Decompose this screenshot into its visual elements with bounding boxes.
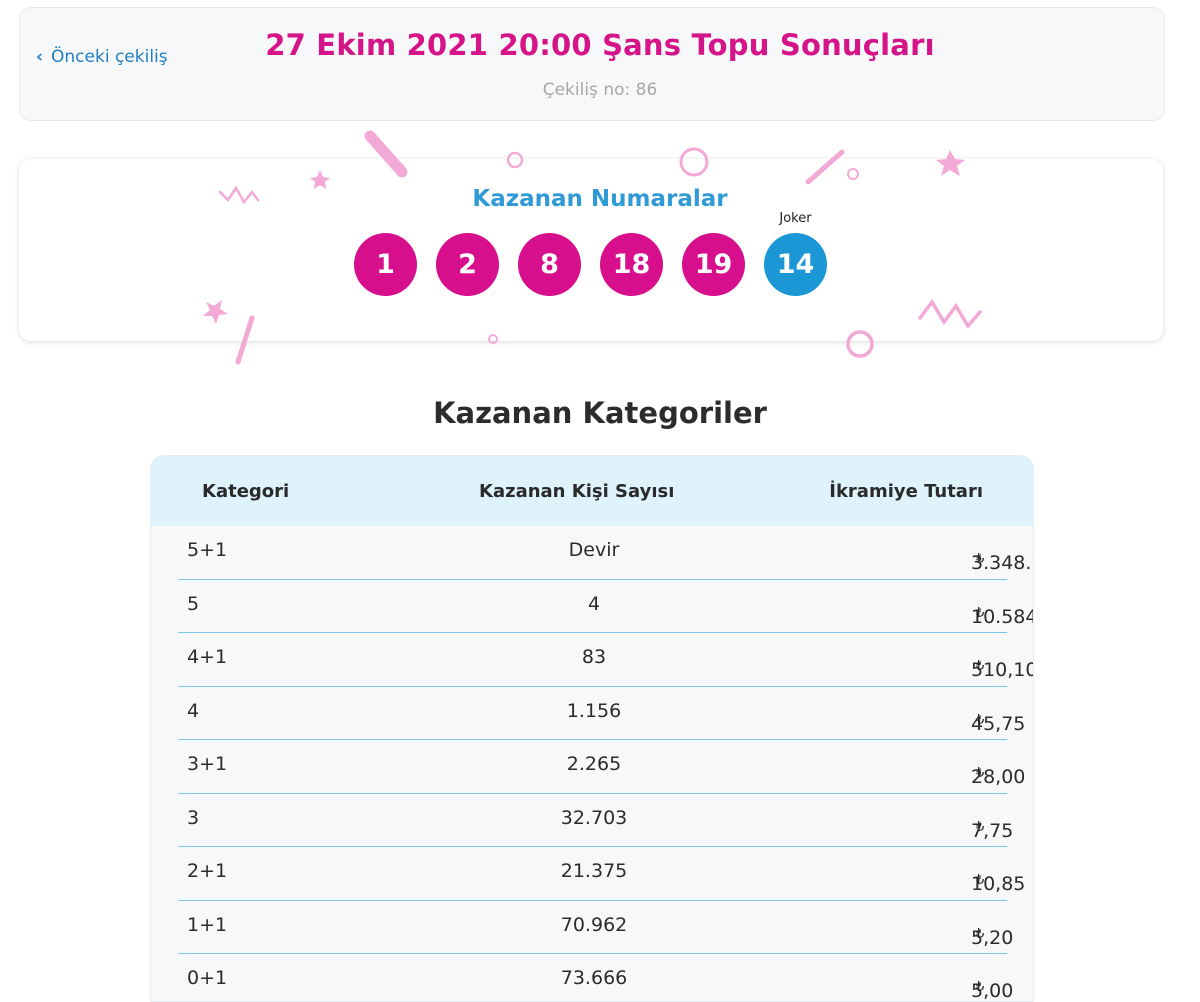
prize-value: 5,00 — [971, 980, 1014, 1002]
row-category: 1+1 — [187, 913, 228, 936]
row-category: 5 — [187, 592, 200, 615]
table-header: Kategori Kazanan Kişi Sayısı İkramiye Tu… — [151, 456, 1033, 526]
row-winners: 4 — [587, 592, 601, 615]
table-row: 5+1 Devir 3.348.735,24₺ — [178, 526, 1033, 580]
lira-sign: ₺ — [976, 766, 985, 781]
prize-value: 10.584,75 — [971, 605, 1033, 628]
row-winners: Devir — [568, 539, 620, 561]
row-winners: 70.962 — [560, 913, 628, 936]
prize-value: 45,75 — [971, 712, 1026, 735]
table-body: 5+1 Devir 3.348.735,24₺ 5 4 10.584,75₺ 4… — [178, 526, 1033, 1001]
prize-value: 3.348.735,24 — [971, 552, 1033, 574]
column-header-prize: İkramiye Tutarı — [829, 481, 983, 502]
prize-value: 10,85 — [971, 873, 1026, 895]
prize-value: 28,00 — [971, 766, 1026, 788]
row-winners: 2.265 — [566, 753, 622, 775]
lira-sign: ₺ — [976, 980, 985, 995]
row-category: 2+1 — [187, 860, 228, 882]
row-category: 4+1 — [187, 646, 228, 668]
lira-sign: ₺ — [976, 659, 985, 674]
number-ball: 1 — [354, 233, 417, 296]
row-category: 5+1 — [187, 539, 228, 561]
table-row: 5 4 10.584,75₺ — [178, 580, 1033, 633]
table-row: 4+1 83 510,10 ₺ — [178, 633, 1033, 687]
draw-number: Çekiliş no: 86 — [542, 80, 658, 100]
prize-value: 510,10 — [971, 659, 1034, 681]
winning-numbers-heading: Kazanan Numaralar — [472, 186, 728, 212]
row-category: 0+1 — [187, 967, 228, 989]
categories-heading: Kazanan Kategoriler — [433, 396, 767, 430]
table-row: 3+1 2.265 28,00 ₺ — [178, 740, 1025, 794]
row-category: 4 — [187, 699, 200, 722]
lira-sign: ₺ — [976, 873, 985, 888]
table-row: 4 1.156 45,75 ₺ — [178, 687, 1025, 740]
row-winners: 32.703 — [560, 806, 628, 829]
table-row: 3 32.703 7,75 ₺ — [178, 794, 1013, 847]
number-ball: 19 — [682, 233, 745, 296]
column-header-category: Kategori — [202, 481, 290, 502]
joker-ball: Joker 14 — [764, 211, 827, 296]
number-ball: 2 — [436, 233, 499, 296]
column-header-winners: Kazanan Kişi Sayısı — [479, 481, 675, 502]
row-category: 3 — [187, 806, 200, 829]
row-winners: 21.375 — [560, 860, 628, 882]
chevron-left-icon: ‹ — [36, 47, 44, 67]
row-winners: 73.666 — [560, 967, 628, 989]
draw-header-card — [19, 7, 1165, 121]
lira-sign: ₺ — [976, 552, 985, 567]
table-row: 1+1 70.962 5,20 ₺ — [178, 901, 1013, 954]
prize-value: 5,20 — [971, 926, 1014, 949]
table-row: 2+1 21.375 10,85 ₺ — [178, 847, 1025, 901]
row-winners: 1.156 — [566, 699, 622, 722]
number-ball: 18 — [600, 233, 663, 296]
lira-sign: ₺ — [976, 605, 985, 621]
previous-draw-label: Önceki çekiliş — [51, 47, 168, 67]
lira-sign: ₺ — [976, 712, 985, 728]
row-winners: 83 — [581, 646, 607, 668]
winning-balls: 1 2 8 18 19 Joker 14 — [354, 211, 827, 296]
joker-number: 14 — [776, 249, 815, 280]
lira-sign: ₺ — [976, 926, 985, 942]
row-category: 3+1 — [187, 753, 228, 775]
previous-draw-link[interactable]: ‹ Önceki çekiliş — [36, 47, 168, 67]
table-row: 0+1 73.666 5,00 ₺ — [178, 954, 1013, 1001]
prize-value: 7,75 — [971, 819, 1014, 842]
lira-sign: ₺ — [976, 819, 985, 835]
number-ball: 8 — [518, 233, 581, 296]
page-title: 27 Ekim 2021 20:00 Şans Topu Sonuçları — [265, 28, 935, 62]
prize-table: Kategori Kazanan Kişi Sayısı İkramiye Tu… — [150, 455, 1034, 1002]
joker-label: Joker — [779, 211, 812, 226]
